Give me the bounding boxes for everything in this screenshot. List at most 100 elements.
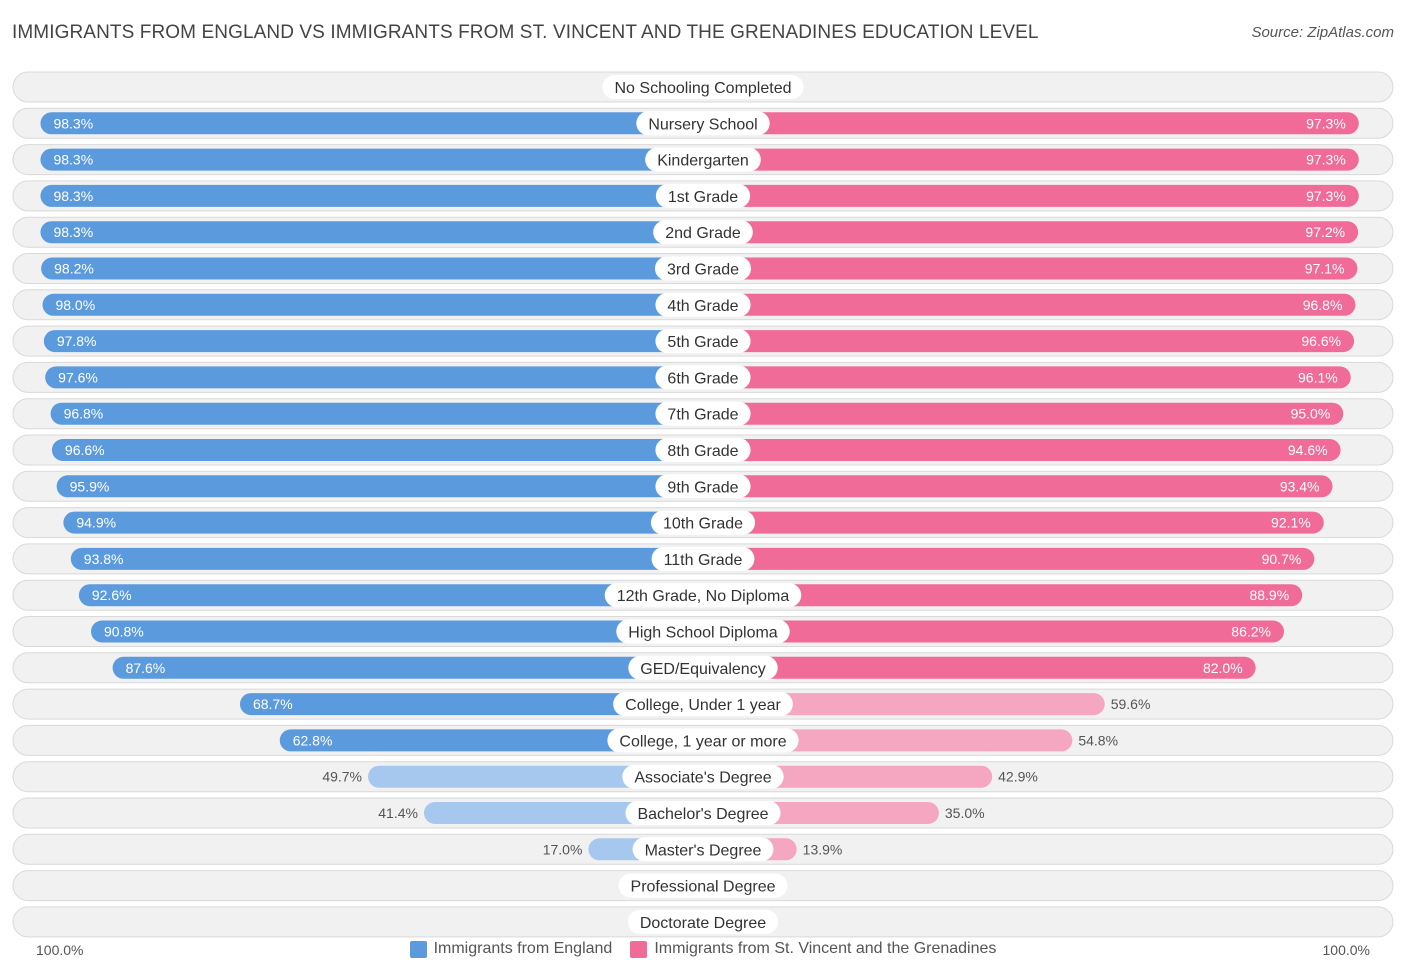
axis-left-label: 100.0% [36, 942, 84, 958]
bar-st-vincent [703, 184, 1359, 207]
value-label-england: 97.6% [58, 369, 98, 385]
value-label-england: 95.9% [70, 478, 110, 494]
chart-row[interactable]: 98.0% 96.8% 4th Grade [12, 289, 1394, 321]
category-pill [632, 837, 774, 862]
bar-england [40, 112, 703, 135]
category-pill [655, 365, 751, 390]
chart-row[interactable]: 87.6% 82.0% GED/Equivalency [12, 652, 1394, 684]
value-label-st-vincent: 96.1% [1298, 369, 1338, 385]
category-pill [655, 401, 751, 426]
value-label-st-vincent: 86.2% [1231, 624, 1271, 640]
chart-row[interactable]: 92.6% 88.9% 12th Grade, No Diploma [12, 579, 1394, 611]
bar-st-vincent [703, 293, 1356, 316]
value-label-st-vincent: 42.9% [998, 769, 1038, 785]
value-label-england: 97.8% [57, 333, 97, 349]
category-pill [655, 183, 751, 208]
legend-item-england[interactable]: Immigrants from England [409, 940, 613, 958]
value-label-england: 98.2% [54, 261, 94, 277]
value-label-st-vincent: 93.4% [1280, 478, 1320, 494]
bar-st-vincent [703, 330, 1355, 353]
value-label-england: 96.6% [65, 442, 105, 458]
chart-row[interactable]: 5.3%3.7%Professional Degree [12, 870, 1394, 902]
legend-swatch-st-vincent [630, 940, 648, 958]
category-pill [654, 256, 752, 281]
category-pill [622, 764, 784, 789]
bar-st-vincent [703, 547, 1315, 570]
bar-st-vincent [703, 148, 1359, 171]
category-label: GED/Equivalency [640, 661, 765, 678]
source-label: Source: ZipAtlas.com [1251, 24, 1394, 41]
bar-st-vincent [703, 366, 1351, 389]
chart-row[interactable]: 94.9% 92.1% 10th Grade [12, 507, 1394, 539]
bar-england [50, 402, 704, 425]
chart-row[interactable]: 98.3% 97.3% Nursery School [12, 107, 1394, 139]
chart-row[interactable]: 98.3% 97.3% Kindergarten [12, 144, 1394, 176]
chart-row[interactable]: 41.4% 35.0% Bachelor's Degree [12, 797, 1394, 829]
chart-row[interactable]: 1.7%2.7%No Schooling Completed [12, 71, 1394, 103]
bar-england [45, 366, 703, 389]
category-pill [602, 75, 804, 99]
value-label-st-vincent: 97.3% [1306, 152, 1346, 168]
value-label-st-vincent: 94.6% [1288, 442, 1328, 458]
bar-england [43, 330, 703, 353]
value-label-england: 41.4% [378, 805, 418, 821]
category-label: College, Under 1 year [625, 697, 781, 714]
category-label: 6th Grade [667, 370, 738, 387]
category-label: High School Diploma [628, 625, 778, 642]
value-label-england: 87.6% [126, 660, 166, 676]
bar-england [51, 439, 703, 461]
value-label-england: 94.9% [76, 515, 116, 531]
value-label-england: 62.8% [293, 732, 333, 748]
category-label: Doctorate Degree [640, 915, 766, 932]
bar-england [70, 547, 703, 570]
category-label: Nursery School [648, 116, 757, 133]
chart-row[interactable]: 98.2% 97.1% 3rd Grade [12, 253, 1394, 284]
chart-row[interactable]: 62.8% 54.8% College, 1 year or more [12, 724, 1394, 756]
category-pill [651, 546, 755, 571]
category-pill [655, 329, 751, 354]
category-pill [627, 909, 779, 934]
chart-row[interactable]: 96.8% 95.0% 7th Grade [12, 398, 1394, 430]
chart-row[interactable]: 97.6% 96.1% 6th Grade [12, 361, 1394, 393]
value-label-england: 49.7% [322, 769, 362, 785]
category-label: 10th Grade [663, 516, 743, 533]
bar-england [40, 148, 703, 171]
value-label-st-vincent: 54.8% [1078, 732, 1118, 748]
chart-row[interactable]: 2.2%1.3%Doctorate Degree [12, 906, 1394, 938]
chart-row[interactable]: 68.7% 59.6% College, Under 1 year [12, 688, 1394, 720]
category-pill [650, 510, 756, 535]
category-label: 3rd Grade [667, 262, 739, 279]
chart-row[interactable]: 98.3% 97.2% 2nd Grade [12, 216, 1394, 248]
chart-row[interactable]: 90.8% 86.2% High School Diploma [12, 616, 1394, 647]
category-label: 7th Grade [667, 407, 738, 424]
bar-st-vincent [703, 620, 1284, 643]
bar-st-vincent [703, 221, 1359, 244]
category-label: 12th Grade, No Diploma [617, 588, 790, 605]
axis-right-label: 100.0% [1322, 942, 1370, 958]
chart-row[interactable]: 17.0% 13.9% Master's Degree [12, 833, 1394, 865]
category-label: Kindergarten [657, 153, 749, 170]
bar-st-vincent [703, 511, 1324, 534]
value-label-st-vincent: 97.1% [1305, 261, 1345, 277]
legend-item-st-vincent[interactable]: Immigrants from St. Vincent and the Gren… [630, 940, 996, 958]
chart-row[interactable]: 96.6% 94.6% 8th Grade [12, 434, 1394, 466]
category-label: 4th Grade [667, 298, 738, 315]
value-label-st-vincent: 35.0% [945, 805, 985, 821]
bar-england [56, 475, 704, 498]
value-label-st-vincent: 95.0% [1291, 406, 1331, 422]
value-label-st-vincent: 97.3% [1306, 188, 1346, 204]
bar-england [239, 693, 703, 716]
bar-st-vincent [703, 402, 1344, 425]
category-pill [607, 728, 799, 753]
chart-row[interactable]: 98.3% 97.3% 1st Grade [12, 180, 1394, 212]
value-label-england: 98.3% [53, 152, 93, 168]
chart-row[interactable]: 93.8% 90.7% 11th Grade [12, 543, 1394, 575]
chart-row[interactable]: 49.7% 42.9% Associate's Degree [12, 761, 1394, 793]
legend-label-england: Immigrants from England [433, 940, 613, 957]
category-pill [628, 655, 778, 680]
category-pill [616, 619, 790, 644]
chart-row[interactable]: 97.8% 96.6% 5th Grade [12, 325, 1394, 357]
category-label: Professional Degree [631, 879, 776, 896]
value-label-st-vincent: 82.0% [1203, 660, 1243, 676]
chart-row[interactable]: 95.9% 93.4% 9th Grade [12, 470, 1394, 502]
